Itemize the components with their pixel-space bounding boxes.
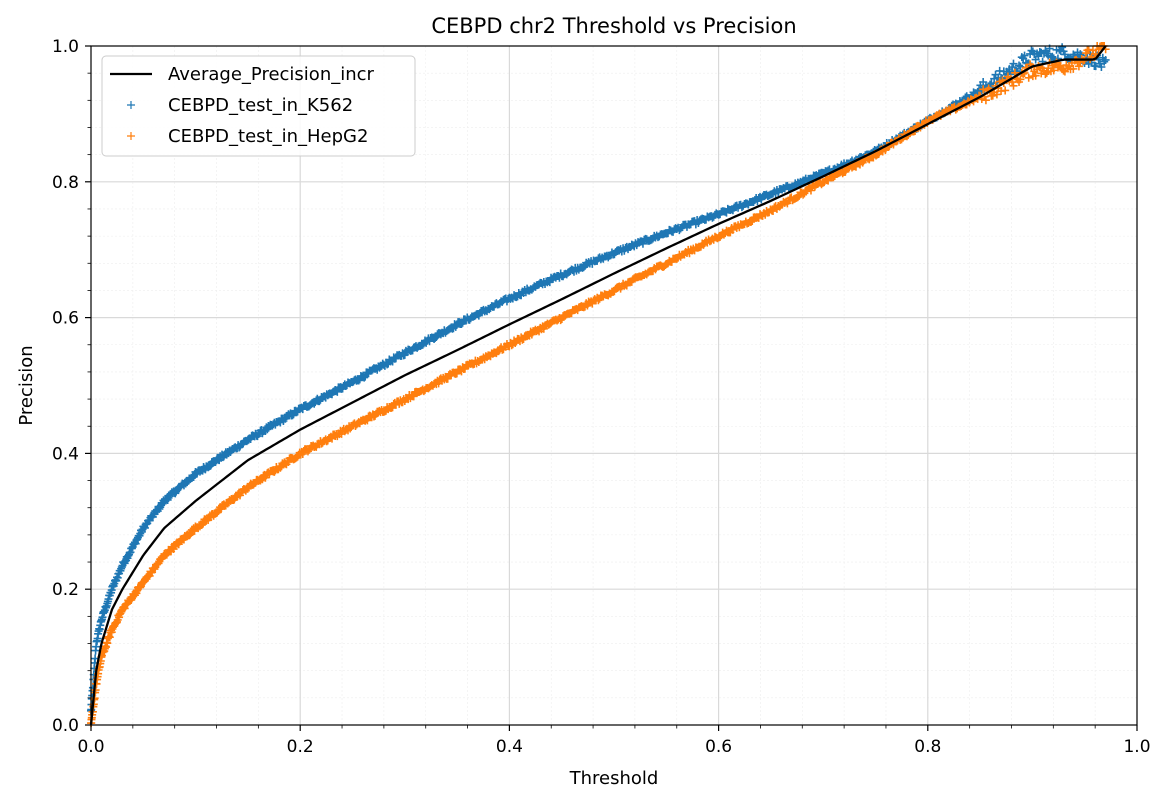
data-point-marker (799, 190, 808, 199)
data-point-marker (197, 521, 206, 530)
data-point-marker (992, 90, 1001, 99)
data-point-marker (841, 167, 850, 176)
data-point-marker (638, 239, 647, 248)
data-point-marker (746, 217, 755, 226)
data-point-marker (333, 387, 342, 396)
x-tick-label: 0.0 (77, 737, 104, 757)
data-point-marker (1012, 67, 1021, 76)
x-tick-label: 1.0 (1123, 737, 1150, 757)
data-point-marker (1009, 59, 1018, 68)
data-point-marker (1008, 63, 1017, 72)
data-point-marker (1094, 55, 1103, 64)
chart-title: CEBPD chr2 Threshold vs Precision (431, 14, 796, 38)
data-point-marker (973, 87, 982, 96)
legend-label: Average_Precision_incr (168, 64, 375, 85)
data-point-marker (1100, 57, 1109, 66)
data-point-marker (806, 186, 815, 195)
data-point-marker (1069, 64, 1078, 73)
y-tick-label: 0.2 (52, 580, 79, 600)
data-point-marker (171, 489, 180, 498)
axis-ticks: 0.0 0.2 0.4 0.6 0.8 1.0 0.0 0.2 0.4 0.6 0.8 1.0 (52, 37, 1151, 757)
data-point-marker (1097, 63, 1106, 72)
data-point-marker (1060, 50, 1069, 59)
data-point-marker (1084, 45, 1093, 54)
series-line-Average_Precision_incr (89, 45, 1107, 726)
data-point-marker (1058, 43, 1067, 52)
y-axis-label: Precision (16, 345, 37, 425)
data-point-marker (1024, 73, 1033, 82)
data-point-marker (1016, 75, 1025, 84)
data-point-marker (594, 296, 603, 305)
plot-area-frame (90, 45, 1138, 726)
data-point-marker (154, 559, 163, 568)
y-tick-label: 0.4 (52, 444, 79, 464)
x-tick-label: 0.6 (705, 737, 732, 757)
data-point-marker (457, 320, 466, 329)
data-point-marker (1059, 66, 1068, 75)
x-tick-label: 0.8 (914, 737, 941, 757)
data-point-marker (1016, 62, 1025, 71)
data-point-marker (360, 373, 369, 382)
data-point-marker (363, 416, 372, 425)
y-tick-label: 0.8 (52, 173, 79, 193)
data-point-marker (1091, 62, 1100, 71)
data-point-marker (409, 392, 418, 401)
legend-label: CEBPD_test_in_K562 (168, 95, 353, 116)
data-point-marker (1015, 61, 1024, 70)
data-point-marker (1049, 66, 1058, 75)
data-point-marker (169, 545, 178, 554)
data-point-marker (1074, 62, 1083, 71)
x-tick-label: 0.2 (287, 737, 314, 757)
data-point-marker (1076, 50, 1085, 59)
data-point-marker (1001, 86, 1010, 95)
data-point-marker (556, 316, 565, 325)
legend-label: CEBPD_test_in_HepG2 (168, 126, 368, 147)
data-point-marker (1042, 68, 1051, 77)
data-point-marker (1041, 70, 1050, 79)
data-point-marker (1009, 81, 1018, 90)
y-tick-label: 0.0 (52, 716, 79, 736)
data-point-marker (1101, 55, 1110, 64)
data-point-marker (288, 411, 297, 420)
data-point-marker (981, 96, 990, 105)
data-point-marker (793, 193, 802, 202)
legend-swatch-marker (127, 101, 135, 109)
legend-box (101, 55, 416, 157)
y-tick-label: 1.0 (52, 37, 79, 57)
legend: Average_Precision_incr CEBPD_test_in_K562… (101, 55, 416, 157)
x-tick-label: 0.4 (496, 737, 523, 757)
major-grid (91, 46, 1137, 725)
data-point-marker (511, 339, 520, 348)
data-point-marker (150, 565, 159, 574)
data-point-marker (155, 504, 164, 513)
data-point-marker (1031, 71, 1040, 80)
y-tick-label: 0.6 (52, 309, 79, 329)
minor-grid (91, 46, 1137, 725)
series-layer (87, 42, 1110, 728)
data-point-marker (217, 505, 226, 514)
legend-swatch-marker (127, 132, 135, 140)
x-axis-label: Threshold (569, 768, 659, 789)
data-point-marker (452, 369, 461, 378)
data-point-marker (1020, 51, 1029, 60)
